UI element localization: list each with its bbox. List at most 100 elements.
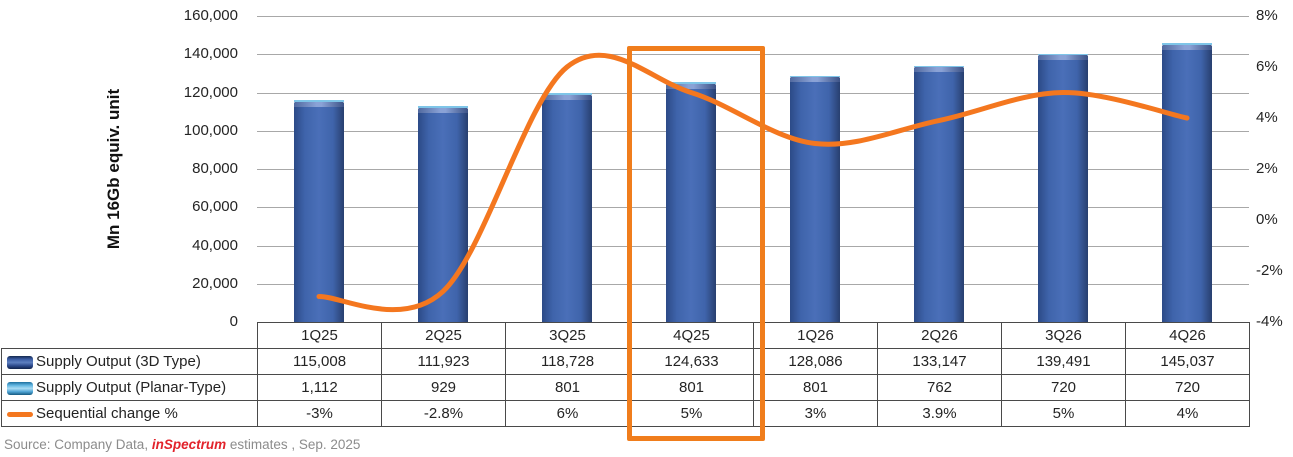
bar-3d-segment — [418, 107, 468, 322]
series-label-cell: Sequential change % — [1, 400, 258, 427]
quarter-header-cell: 3Q25 — [505, 322, 630, 349]
gridline — [257, 16, 1249, 17]
planar-segment — [1162, 43, 1212, 45]
value-cell: 3% — [753, 400, 878, 427]
bar-2Q26 — [914, 65, 964, 322]
value-cell: 5% — [1001, 400, 1126, 427]
bar-3d-segment — [1038, 55, 1088, 322]
bar-3d-segment — [294, 102, 344, 322]
value-cell: 118,728 — [505, 348, 630, 375]
highlight-box-4q25 — [627, 46, 765, 441]
quarter-header-cell: 4Q25 — [629, 322, 754, 349]
planar-segment — [294, 99, 344, 103]
bar-3d-segment — [542, 94, 592, 322]
legend-bar-3d-icon — [7, 355, 33, 369]
planar-segment — [790, 75, 840, 78]
series-label-cell: Supply Output (Planar-Type) — [1, 374, 258, 401]
table-blank-cell — [1, 322, 258, 349]
source-note: Source: Company Data, inSpectrum estimat… — [4, 437, 360, 452]
planar-segment — [542, 93, 592, 95]
left-tick-label: 60,000 — [192, 198, 238, 216]
value-cell: 762 — [877, 374, 1002, 401]
quarter-header-cell: 3Q26 — [1001, 322, 1126, 349]
value-cell: 929 — [381, 374, 506, 401]
quarter-header-cell: 1Q25 — [257, 322, 382, 349]
series-label: Supply Output (3D Type) — [36, 353, 201, 370]
right-tick-label: -2% — [1256, 262, 1283, 279]
value-cell: 124,633 — [629, 348, 754, 375]
series-label: Supply Output (Planar-Type) — [36, 379, 227, 396]
bar-3d-segment — [790, 77, 840, 322]
value-cell: 4% — [1125, 400, 1250, 427]
inspectrum-logo-text: inSpectrum — [151, 437, 227, 452]
value-cell: 145,037 — [1125, 348, 1250, 375]
planar-segment — [914, 65, 964, 68]
gridline — [257, 54, 1249, 56]
left-tick-label: 140,000 — [183, 45, 238, 63]
value-cell: 5% — [629, 400, 754, 427]
bar-3d-segment — [666, 83, 716, 322]
value-cell: 128,086 — [753, 348, 878, 375]
bar-4Q26 — [1162, 43, 1212, 322]
value-cell: 720 — [1001, 374, 1126, 401]
left-tick-label: 40,000 — [192, 236, 238, 254]
right-tick-label: 0% — [1256, 211, 1278, 228]
quarter-header-cell: 4Q26 — [1125, 322, 1250, 349]
value-cell: -2.8% — [381, 400, 506, 427]
quarter-header-cell: 2Q25 — [381, 322, 506, 349]
left-tick-label: 100,000 — [183, 121, 238, 139]
gridline — [257, 169, 1249, 170]
bar-3d-segment — [914, 67, 964, 322]
quarter-header-cell: 2Q26 — [877, 322, 1002, 349]
planar-segment — [1038, 53, 1088, 56]
value-cell: 3.9% — [877, 400, 1002, 427]
gridline — [257, 245, 1249, 247]
bar-3Q25 — [542, 93, 592, 322]
table-header-row: 1Q25 2Q25 3Q25 4Q25 1Q26 2Q26 3Q26 4Q26 — [1, 322, 1250, 349]
left-tick-label: 20,000 — [192, 274, 238, 292]
data-table: 1Q25 2Q25 3Q25 4Q25 1Q26 2Q26 3Q26 4Q26 Supply O… — [1, 322, 1250, 427]
left-tick-label: 160,000 — [183, 7, 238, 24]
table-row: Supply Output (3D Type) 115,008 111,923 118… — [1, 348, 1250, 375]
source-suffix: estimates , Sep. 2025 — [226, 437, 361, 452]
left-tick-label: 120,000 — [183, 83, 238, 101]
planar-segment — [418, 106, 468, 108]
quarter-header-cell: 1Q26 — [753, 322, 878, 349]
value-cell: -3% — [257, 400, 382, 427]
bar-1Q26 — [790, 75, 840, 322]
sequential-change-line — [316, 52, 1190, 313]
value-cell: 139,491 — [1001, 348, 1126, 375]
series-label-cell: Supply Output (3D Type) — [1, 348, 258, 375]
value-cell: 111,923 — [381, 348, 506, 375]
series-label: Sequential change % — [36, 405, 178, 422]
left-tick-label: 80,000 — [192, 160, 238, 177]
value-cell: 801 — [505, 374, 630, 401]
legend-bar-planar-icon — [7, 381, 33, 395]
gridline — [257, 130, 1249, 132]
table-row: Supply Output (Planar-Type) 1,112 929 801 80… — [1, 374, 1250, 401]
right-tick-label: 2% — [1256, 160, 1278, 177]
bar-4Q25 — [666, 82, 716, 322]
right-tick-label: 8% — [1256, 7, 1278, 24]
right-tick-label: 6% — [1256, 58, 1278, 75]
right-tick-label: -4% — [1256, 313, 1283, 330]
bar-3Q26 — [1038, 53, 1088, 322]
gridline — [257, 283, 1249, 285]
plot-area — [257, 16, 1249, 322]
source-prefix: Source: Company Data, — [4, 437, 152, 452]
legend-line-icon — [7, 411, 33, 417]
right-tick-label: 4% — [1256, 109, 1278, 126]
bar-1Q25 — [294, 99, 344, 322]
value-cell: 720 — [1125, 374, 1250, 401]
value-cell: 133,147 — [877, 348, 1002, 375]
gridline — [257, 207, 1249, 209]
value-cell: 6% — [505, 400, 630, 427]
left-tick-label: 0 — [229, 313, 238, 330]
bar-3d-segment — [1162, 44, 1212, 322]
bar-2Q25 — [418, 106, 468, 322]
line-path — [316, 52, 1190, 313]
planar-segment — [666, 82, 716, 84]
value-cell: 1,112 — [257, 374, 382, 401]
value-cell: 801 — [753, 374, 878, 401]
